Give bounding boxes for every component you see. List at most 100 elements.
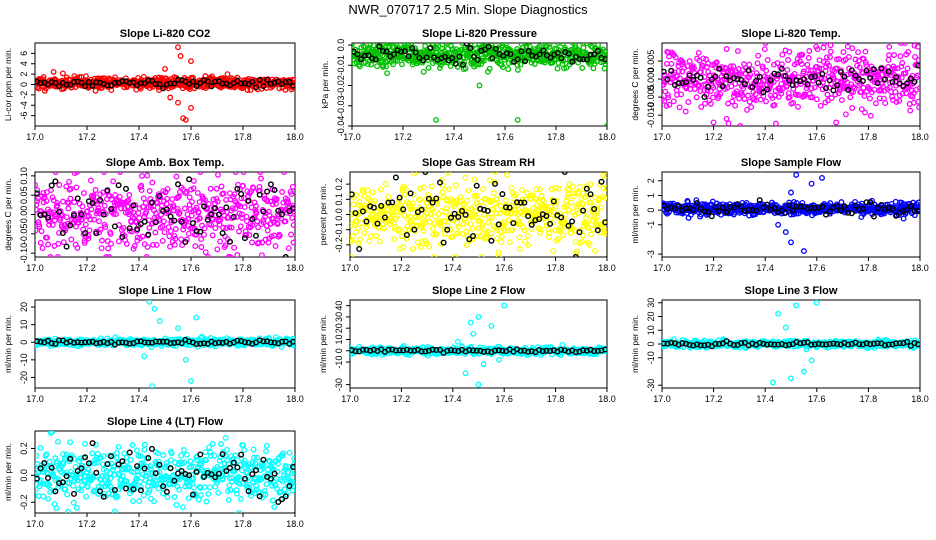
reference-point xyxy=(433,195,440,202)
data-point xyxy=(421,206,428,213)
data-point xyxy=(101,202,108,209)
data-point xyxy=(394,57,401,64)
reference-point xyxy=(462,211,469,218)
reference-point xyxy=(859,205,866,212)
data-point xyxy=(249,222,256,229)
data-point xyxy=(526,209,532,216)
data-point xyxy=(420,184,427,191)
data-point xyxy=(489,214,496,221)
reference-point xyxy=(122,339,129,346)
data-point xyxy=(827,48,834,55)
data-point xyxy=(68,236,75,243)
reference-point xyxy=(701,208,708,215)
data-point xyxy=(901,43,908,46)
data-point xyxy=(443,205,450,212)
reference-point xyxy=(93,230,100,237)
data-point xyxy=(485,219,492,226)
outlier-point xyxy=(844,43,851,50)
reference-point xyxy=(756,197,763,204)
reference-point xyxy=(819,203,826,210)
y-axis-label: degrees C per min. xyxy=(3,178,13,250)
reference-point xyxy=(197,79,204,86)
x-tick-label: 17.6 xyxy=(182,263,200,273)
data-point xyxy=(112,191,119,198)
x-tick-label: 17.8 xyxy=(860,263,878,273)
data-point xyxy=(889,93,896,100)
reference-point xyxy=(823,211,830,218)
data-point xyxy=(173,173,180,180)
chart-title: Slope Amb. Box Temp. xyxy=(106,157,225,169)
reference-point xyxy=(583,185,590,192)
y-axis-label: kPa per min. xyxy=(320,61,330,109)
data-point xyxy=(35,198,41,205)
data-point xyxy=(85,213,92,220)
y-axis-label: degrees C per min. xyxy=(630,48,640,120)
data-point xyxy=(804,61,811,68)
data-point xyxy=(899,60,906,66)
data-points xyxy=(350,172,607,257)
data-point xyxy=(514,66,521,73)
data-point xyxy=(900,215,907,222)
reference-point xyxy=(778,65,785,72)
data-point xyxy=(590,203,597,210)
data-point xyxy=(771,102,778,109)
x-tick-label: 17.8 xyxy=(234,394,252,404)
reference-point xyxy=(837,207,844,214)
data-point xyxy=(43,198,50,204)
reference-point xyxy=(74,195,81,202)
data-point xyxy=(672,54,679,61)
reference-point xyxy=(569,218,576,225)
x-tick-label: 17.2 xyxy=(78,263,96,273)
data-point xyxy=(501,227,508,234)
x-tick-label: 17.4 xyxy=(444,394,462,404)
data-point xyxy=(513,48,519,55)
data-point xyxy=(425,64,432,71)
data-point xyxy=(167,243,173,250)
data-point xyxy=(480,186,487,193)
data-point xyxy=(176,209,183,216)
reference-point xyxy=(152,81,159,88)
data-point xyxy=(433,231,440,238)
data-point xyxy=(552,185,559,191)
data-point xyxy=(445,172,451,176)
data-point xyxy=(684,199,691,205)
data-point xyxy=(472,61,479,68)
reference-point xyxy=(145,231,152,238)
data-point xyxy=(270,215,277,222)
reference-point xyxy=(587,191,594,198)
y-axis-label: ml/min per min. xyxy=(318,315,328,373)
outlier-point xyxy=(788,189,794,196)
data-point xyxy=(193,231,200,238)
data-point xyxy=(490,190,497,197)
reference-point xyxy=(602,219,607,226)
reference-point xyxy=(812,73,819,80)
data-point xyxy=(214,246,221,253)
outlier-point xyxy=(604,123,607,126)
reference-point xyxy=(363,218,370,225)
reference-point xyxy=(59,229,66,236)
data-point xyxy=(779,51,786,58)
data-point xyxy=(862,48,869,55)
outlier-point xyxy=(149,383,155,388)
data-point xyxy=(447,63,454,70)
y-tick-label: -6 xyxy=(19,112,29,120)
reference-point xyxy=(708,76,715,83)
data-point xyxy=(575,210,582,217)
data-point xyxy=(838,97,845,104)
data-point xyxy=(490,206,496,212)
data-point xyxy=(862,59,869,66)
data-point xyxy=(74,172,81,175)
reference-point xyxy=(407,190,414,197)
data-point xyxy=(227,254,234,257)
data-point xyxy=(443,43,449,46)
reference-point xyxy=(749,84,756,91)
reference-point xyxy=(764,86,771,93)
data-point xyxy=(824,91,831,98)
data-point xyxy=(506,239,513,246)
reference-point xyxy=(565,222,572,229)
data-point xyxy=(240,182,246,189)
reference-point xyxy=(540,47,547,54)
data-point xyxy=(111,206,118,212)
data-point xyxy=(778,90,785,97)
reference-point xyxy=(444,226,451,233)
